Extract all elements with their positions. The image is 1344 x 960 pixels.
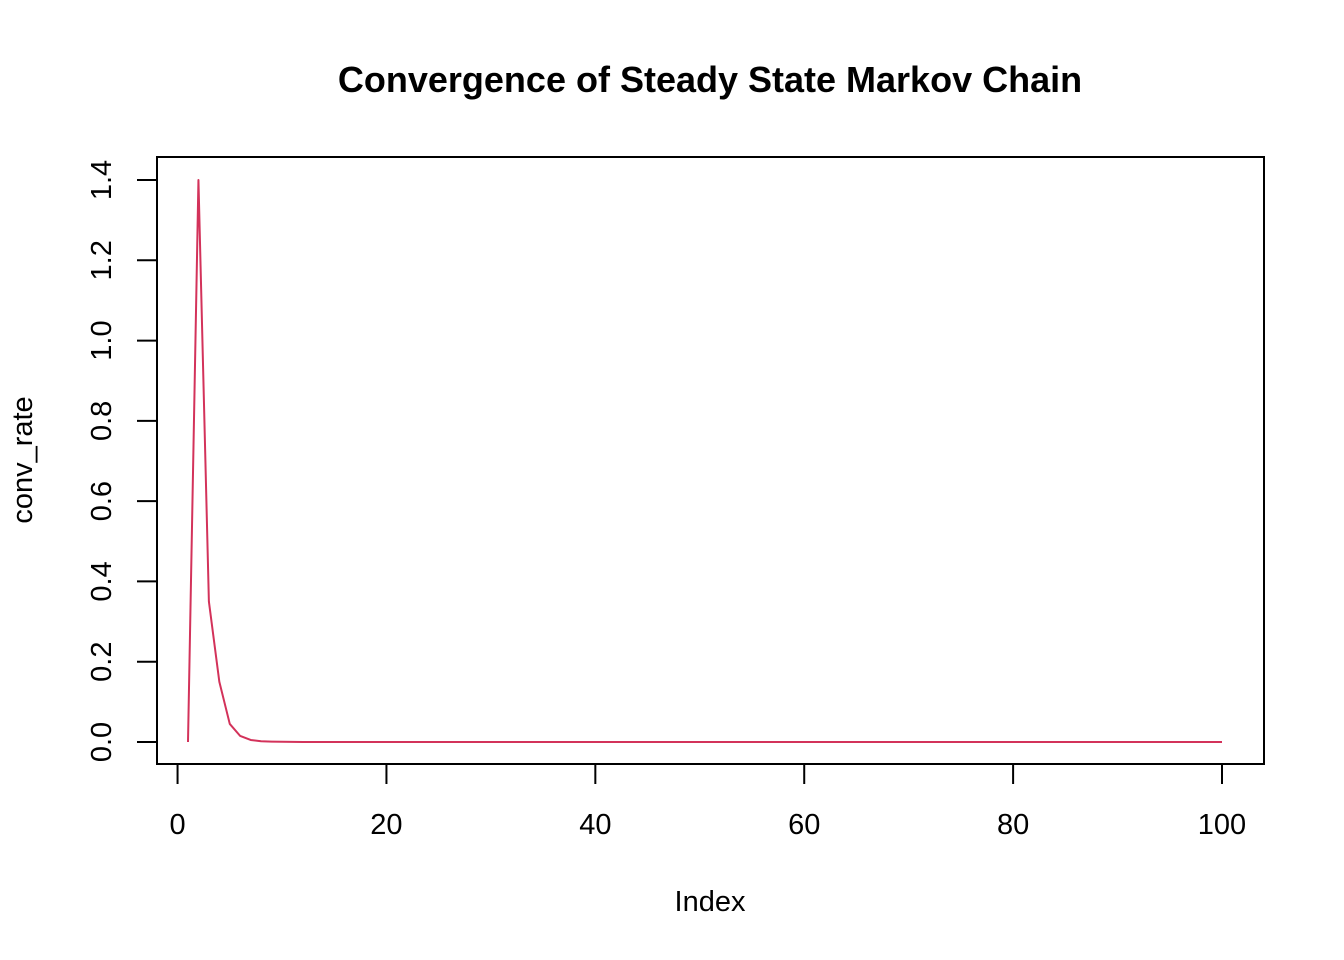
y-tick-label: 0.4 (86, 561, 118, 601)
y-axis: 0.0 0.2 0.4 0.6 0.8 1.0 1.2 1.4 (86, 160, 158, 762)
plot-area-frame (156, 156, 1265, 765)
y-axis-label: conv_rate (7, 396, 39, 523)
x-tick-label: 0 (169, 809, 185, 841)
y-tick-label: 1.4 (86, 160, 118, 200)
y-tick-label: 0.0 (86, 722, 118, 762)
y-tick-label: 0.6 (86, 481, 118, 521)
x-axis-label: Index (675, 886, 746, 918)
y-tick-label: 1.2 (86, 240, 118, 280)
y-tick-label: 0.8 (86, 401, 118, 441)
y-tick-label: 1.0 (86, 320, 118, 360)
x-tick-label: 40 (579, 809, 611, 841)
x-tick-label: 80 (997, 809, 1029, 841)
series-line-conv-rate (187, 179, 1222, 743)
x-tick-label: 60 (788, 809, 820, 841)
x-axis: 0 20 40 60 80 100 (169, 763, 1246, 841)
x-tick-label: 20 (370, 809, 402, 841)
x-tick-label: 100 (1198, 809, 1246, 841)
y-tick-label: 0.2 (86, 642, 118, 682)
chart-title: Convergence of Steady State Markov Chain (338, 59, 1082, 100)
